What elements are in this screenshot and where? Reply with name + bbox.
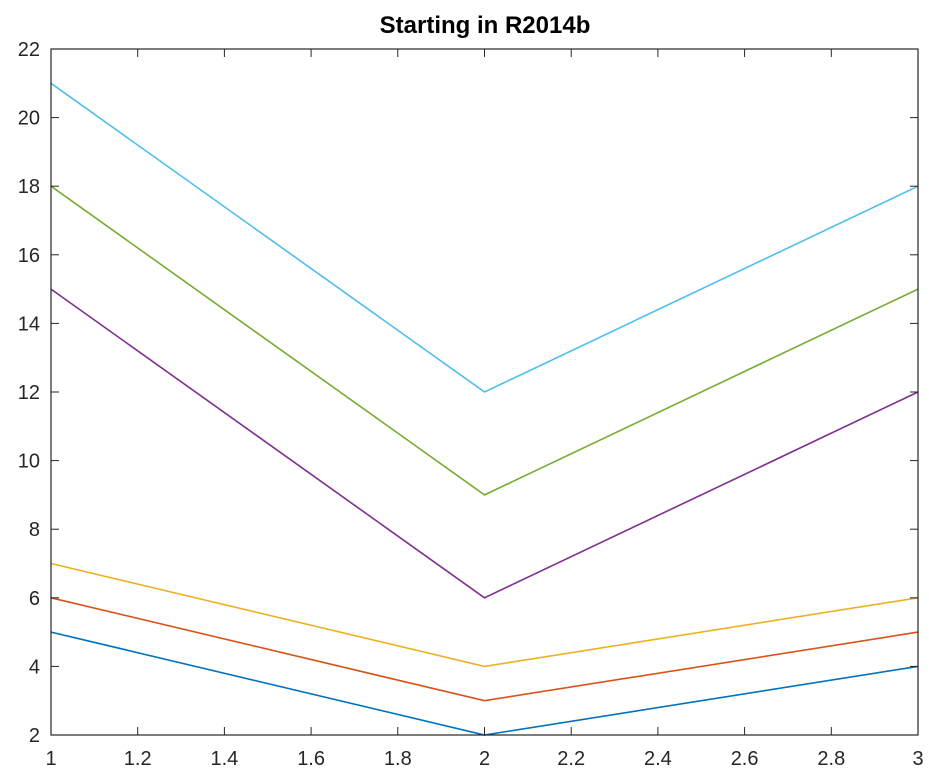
x-tick-label: 2.4 [644, 748, 672, 770]
x-axis-ticks: 1 1.2 1.4 1.6 1.8 2 2.2 2.4 2.6 2.8 3 [45, 49, 924, 770]
x-tick-label: 3 [912, 748, 923, 770]
plot-series-group [50, 82, 919, 736]
y-tick-label: 6 [29, 588, 40, 610]
series-line-6 [50, 82, 919, 393]
x-tick-label: 2.6 [731, 748, 759, 770]
x-tick-label: 2 [479, 748, 490, 770]
y-tick-label: 18 [18, 176, 40, 198]
series-line-5 [50, 185, 919, 496]
y-tick-label: 2 [29, 725, 40, 747]
y-tick-label: 16 [18, 245, 40, 267]
y-tick-label: 4 [29, 656, 40, 678]
y-tick-label: 14 [18, 313, 40, 335]
y-tick-label: 20 [18, 108, 40, 130]
x-tick-label: 1 [45, 748, 56, 770]
series-line-1 [50, 631, 919, 736]
y-axis-ticks: 2 4 6 8 10 12 14 16 18 20 22 [18, 39, 918, 747]
x-tick-label: 1.4 [210, 748, 238, 770]
chart-title: Starting in R2014b [380, 12, 591, 39]
x-tick-label: 2.2 [557, 748, 585, 770]
x-tick-label: 1.2 [124, 748, 152, 770]
y-tick-label: 22 [18, 39, 40, 61]
x-tick-label: 2.8 [817, 748, 845, 770]
x-tick-label: 1.8 [384, 748, 412, 770]
series-line-3 [50, 562, 919, 668]
y-tick-label: 10 [18, 451, 40, 473]
series-line-4 [50, 288, 919, 599]
y-tick-label: 8 [29, 519, 40, 541]
series-line-2 [50, 597, 919, 702]
x-tick-label: 1.6 [297, 748, 325, 770]
y-tick-label: 12 [18, 382, 40, 404]
